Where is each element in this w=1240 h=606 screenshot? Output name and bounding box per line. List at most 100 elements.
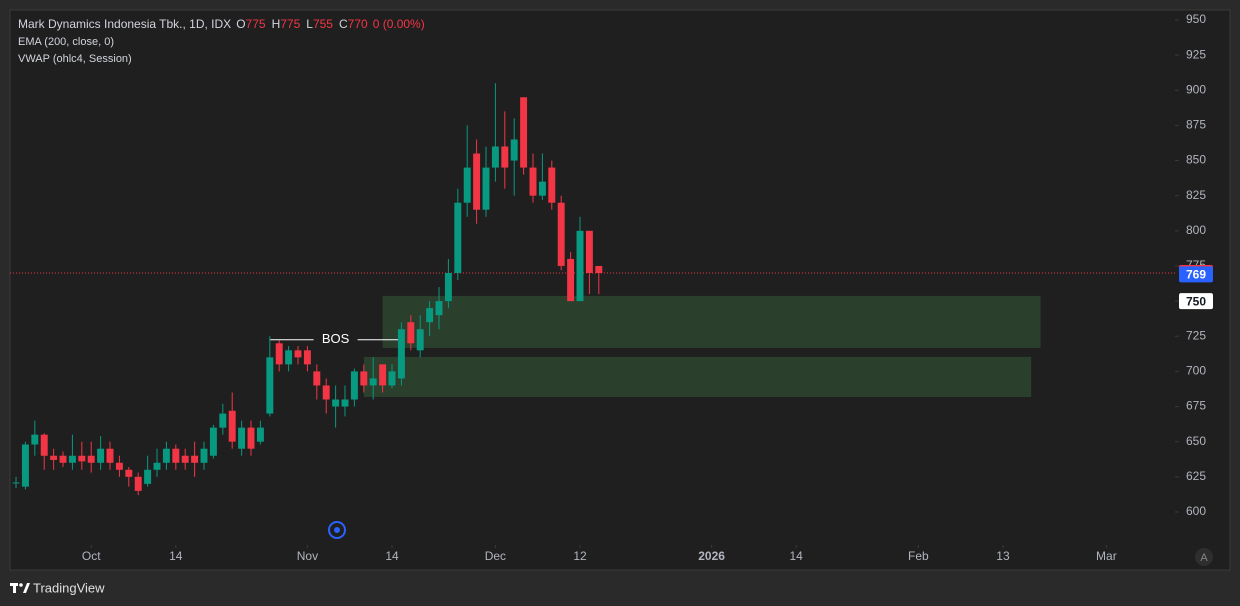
auto-scale-button[interactable] — [1195, 548, 1213, 566]
x-tick-label: 2026 — [698, 549, 725, 563]
x-tick-label: 14 — [790, 549, 804, 563]
candle-body — [247, 427, 255, 449]
candle-body — [369, 378, 377, 386]
candle-body — [181, 455, 189, 463]
candle-body — [520, 97, 528, 168]
candle-body — [491, 146, 499, 168]
candle-body — [322, 385, 330, 400]
x-tick-label: Oct — [82, 549, 101, 563]
candle-body — [200, 448, 208, 463]
plot-area: BOS — [10, 83, 1175, 496]
zone — [363, 356, 1032, 397]
legend-values: O775 H775 L755 C770 0 (0.00%) — [236, 17, 425, 31]
candle-body — [294, 350, 302, 358]
candle-body — [144, 469, 152, 484]
legend-value: 770 — [348, 17, 368, 31]
candle-body — [482, 167, 490, 210]
candle-body — [510, 139, 518, 161]
candle-body — [21, 444, 29, 487]
y-tick-label: 600 — [1186, 504, 1206, 518]
x-tick-label: Dec — [485, 549, 506, 563]
candle-body — [50, 455, 58, 460]
candle-body — [275, 343, 283, 365]
candle-body — [59, 455, 67, 463]
legend-value: 755 — [313, 17, 333, 31]
candle-body — [97, 448, 105, 463]
candle-body — [350, 371, 358, 400]
candle-body — [78, 455, 86, 462]
candle-body — [191, 455, 199, 463]
candle-body — [332, 399, 340, 407]
candle-body — [463, 167, 471, 203]
x-tick-label: 13 — [996, 549, 1010, 563]
candle-body — [548, 167, 556, 203]
legend-value: 775 — [280, 17, 300, 31]
y-tick-label: 700 — [1186, 364, 1206, 378]
y-tick-label: 850 — [1186, 153, 1206, 167]
y-tick-label: 625 — [1186, 469, 1206, 483]
candle-body — [529, 167, 537, 196]
legend-key: C — [339, 17, 348, 31]
indicator-label: EMA (200, close, 0) — [18, 36, 114, 48]
x-tick-label: Mar — [1096, 549, 1117, 563]
candle-body — [87, 455, 95, 463]
legend-line: Mark Dynamics Indonesia Tbk., 1D, IDX O 77… — [18, 17, 425, 31]
y-tick-label: 675 — [1186, 399, 1206, 413]
brand-name: TradingView — [33, 580, 105, 595]
candle-body — [360, 371, 368, 386]
candle-body — [473, 153, 481, 210]
y-tick-label: 725 — [1186, 328, 1206, 342]
candle-body — [256, 427, 264, 442]
price-label: 769 — [1186, 268, 1206, 282]
legend-title: Mark Dynamics Indonesia Tbk., 1D, IDX — [18, 17, 231, 31]
x-tick-label: Feb — [908, 549, 929, 563]
y-tick-label: 900 — [1186, 82, 1206, 96]
legend-key: O — [236, 17, 245, 31]
legend-key: H — [272, 17, 281, 31]
candle-body — [238, 427, 246, 449]
candle-body — [388, 371, 396, 386]
y-tick-label: 825 — [1186, 188, 1206, 202]
event-icon-dot — [334, 527, 340, 533]
candle-body — [585, 230, 593, 274]
candle-body — [228, 410, 236, 442]
candle-body — [68, 455, 76, 463]
x-tick-label: 14 — [169, 549, 183, 563]
legend-key: L — [306, 17, 313, 31]
candle-body — [209, 427, 217, 456]
candle-body — [125, 469, 133, 477]
candle-body — [444, 273, 452, 302]
indicator-label: VWAP (ohlc4, Session) — [18, 53, 132, 65]
price-label: 750 — [1186, 294, 1206, 308]
candle-body — [219, 413, 227, 428]
x-tick-label: 12 — [573, 549, 587, 563]
candle-body — [501, 146, 509, 168]
candle-body — [454, 202, 462, 274]
auto-scale-label[interactable]: A — [1200, 552, 1208, 564]
candle-body — [567, 258, 575, 302]
candle-body — [303, 350, 311, 365]
candle-body — [162, 448, 170, 463]
candle-body — [435, 301, 443, 316]
bos-label: BOS — [322, 331, 350, 346]
event-icon[interactable] — [328, 521, 346, 539]
x-tick-label: 14 — [385, 549, 399, 563]
candle-body — [407, 322, 415, 344]
legend-change: 0 (0.00%) — [373, 17, 425, 31]
y-tick-label: 875 — [1186, 118, 1206, 132]
candle-body — [134, 476, 142, 491]
candle-body — [153, 462, 161, 470]
candle-body — [266, 357, 274, 414]
price-label-box — [1179, 293, 1213, 310]
candle-body — [313, 371, 321, 386]
candle-body — [172, 448, 180, 463]
candle-body — [341, 399, 349, 407]
candle-body — [379, 364, 387, 386]
candle-body — [285, 350, 293, 365]
pane — [9, 9, 1231, 571]
y-tick-label: 950 — [1186, 12, 1206, 26]
candle-body — [31, 434, 39, 445]
candle-body — [397, 329, 405, 379]
